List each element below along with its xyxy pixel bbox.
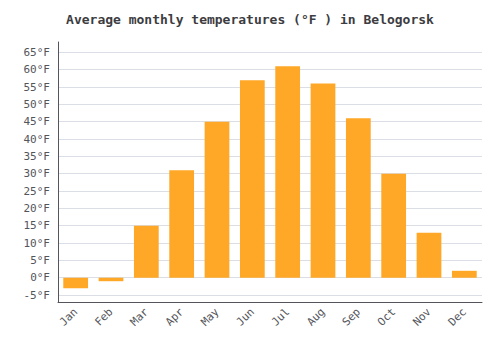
svg-text:Dec: Dec [446,305,469,328]
svg-text:May: May [198,305,221,328]
svg-text:Jun: Jun [234,305,257,328]
svg-text:0°F: 0°F [30,271,50,284]
svg-text:Nov: Nov [410,305,433,328]
svg-text:45°F: 45°F [24,115,51,128]
svg-text:35°F: 35°F [24,150,51,163]
svg-text:10°F: 10°F [24,237,51,250]
svg-text:-5°F: -5°F [24,289,51,302]
svg-text:Mar: Mar [128,305,151,328]
svg-text:Aug: Aug [304,305,327,328]
svg-text:Jan: Jan [57,305,80,328]
svg-text:30°F: 30°F [24,167,51,180]
svg-text:55°F: 55°F [24,81,51,94]
svg-text:25°F: 25°F [24,185,51,198]
svg-text:Jul: Jul [269,305,292,328]
svg-text:Oct: Oct [375,305,398,328]
svg-text:50°F: 50°F [24,98,51,111]
svg-text:Average monthly temperatures (: Average monthly temperatures (°F ) in Be… [66,12,434,27]
svg-text:5°F: 5°F [30,254,50,267]
svg-text:40°F: 40°F [24,133,51,146]
svg-text:60°F: 60°F [24,63,51,76]
svg-text:20°F: 20°F [24,202,51,215]
svg-text:Apr: Apr [163,305,186,328]
svg-text:Feb: Feb [92,305,115,328]
svg-text:Sep: Sep [340,305,363,328]
svg-text:15°F: 15°F [24,219,51,232]
svg-text:65°F: 65°F [24,46,51,59]
